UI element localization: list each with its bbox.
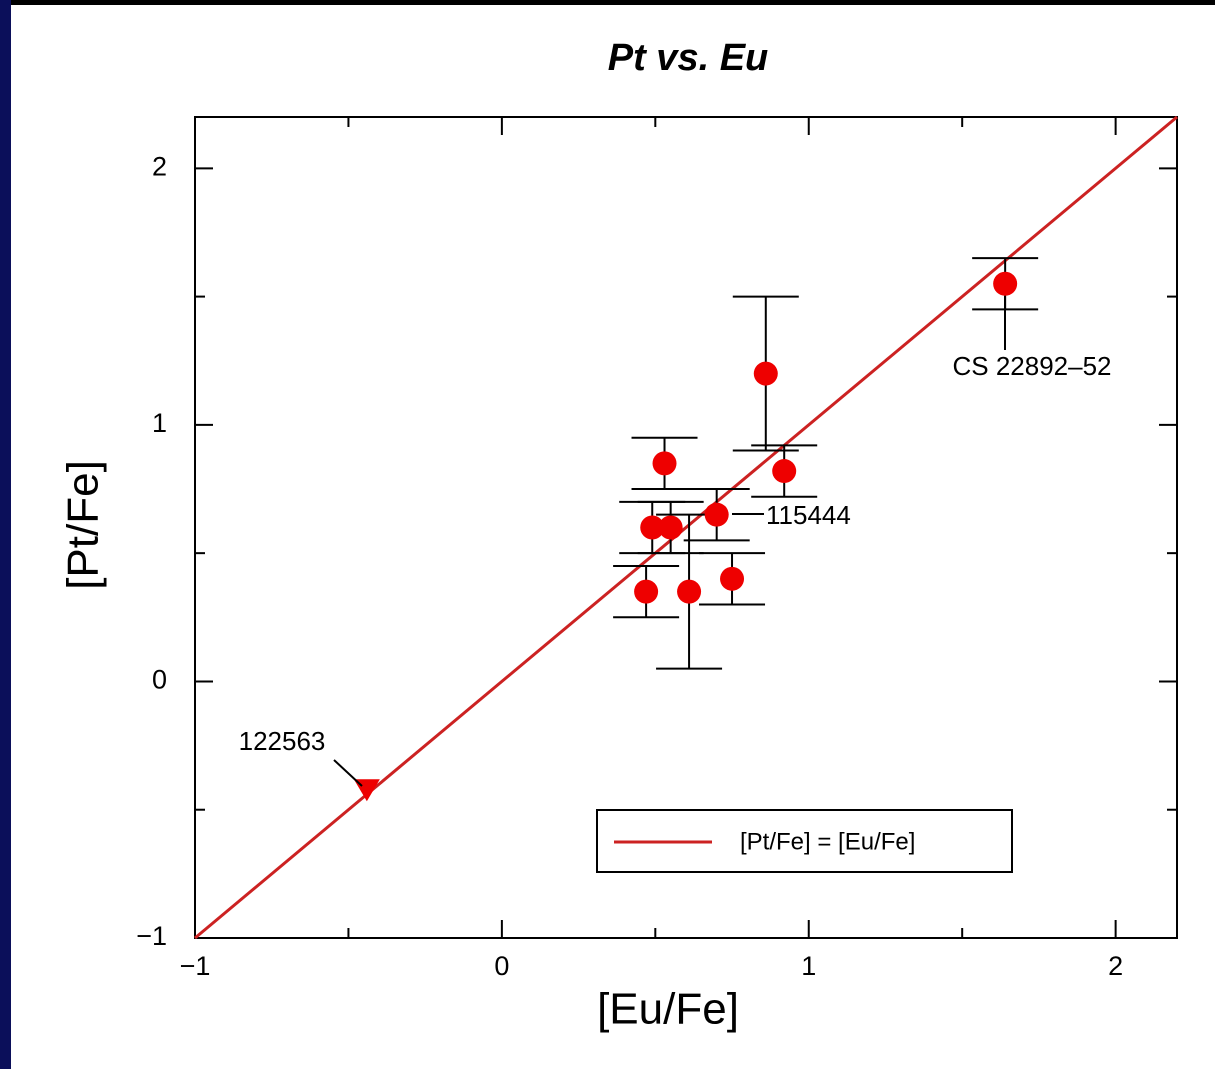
data-point [704,502,729,527]
y-tick-label: 1 [152,408,167,438]
annotation: 122563 [239,726,326,756]
y-tick-label: 2 [152,151,167,181]
y-axis-title: [Pt/Fe] [59,460,108,590]
plot-frame [194,116,1178,939]
data-point [677,579,702,604]
top-border [0,0,1215,5]
annotation: 115444 [766,500,851,530]
reference-line [194,115,1178,940]
annotation: CS 22892–52 [952,351,1111,381]
legend-label: [Pt/Fe] = [Eu/Fe] [740,828,915,855]
data-point [652,451,677,476]
annotation-leader [333,759,363,787]
x-axis-title: [Eu/Fe] [597,985,739,1034]
y-tick-label: 0 [152,665,167,695]
data-point [640,515,665,540]
left-border [0,0,11,1069]
data-point [753,361,778,386]
data-point [634,579,659,604]
x-tick-label: 1 [801,951,816,981]
data-point [772,459,797,484]
y-tick-label: −1 [136,921,167,951]
x-tick-label: 0 [494,951,509,981]
data-point [658,515,683,540]
x-tick-label: −1 [180,951,211,981]
chart-title: Pt vs. Eu [608,37,769,79]
x-tick-label: 2 [1108,951,1123,981]
data-point [993,271,1018,296]
data-point [720,566,745,591]
